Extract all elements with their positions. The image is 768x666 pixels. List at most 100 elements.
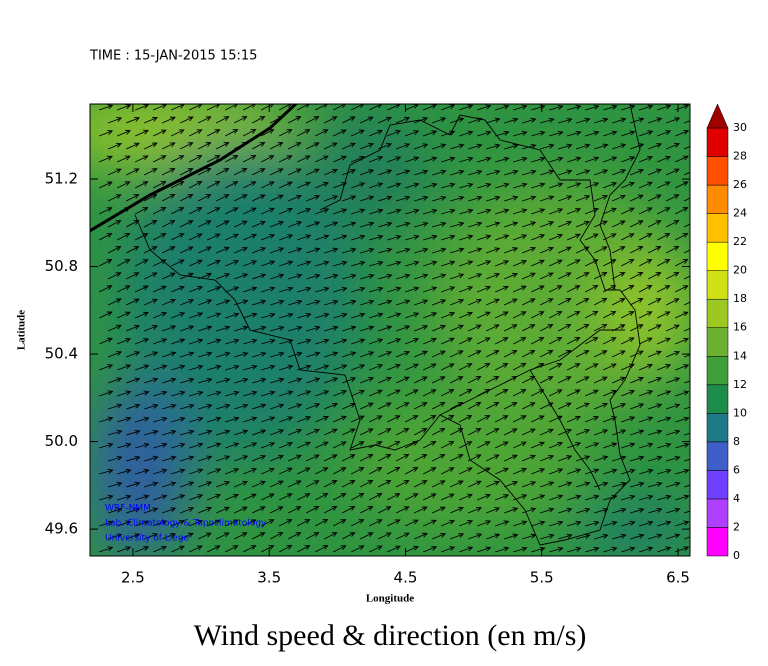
wind-arrow bbox=[206, 207, 221, 215]
wind-arrow bbox=[251, 168, 266, 176]
wind-arrow bbox=[530, 337, 545, 345]
wind-arrow bbox=[584, 311, 599, 319]
wind-arrow bbox=[117, 468, 132, 475]
wind-arrow bbox=[413, 454, 428, 462]
wind-arrow bbox=[152, 233, 167, 241]
wind-arrow bbox=[126, 403, 141, 410]
wind-arrow bbox=[180, 403, 195, 410]
wind-arrow bbox=[593, 402, 609, 410]
wind-arrow bbox=[666, 403, 681, 410]
wind-arrow bbox=[431, 480, 446, 488]
wind-arrow bbox=[413, 376, 428, 384]
wind-arrow bbox=[513, 520, 528, 527]
wind-arrow bbox=[566, 415, 581, 423]
wind-arrow bbox=[314, 519, 329, 527]
wind-arrow bbox=[332, 155, 347, 163]
wind-arrow bbox=[260, 207, 275, 215]
wind-arrow bbox=[252, 429, 267, 436]
wind-arrow bbox=[557, 402, 572, 410]
wind-arrow bbox=[629, 403, 645, 410]
wind-arrow bbox=[449, 506, 464, 514]
wind-arrow bbox=[440, 467, 455, 475]
wind-arrow bbox=[260, 104, 274, 111]
wind-arrow bbox=[332, 441, 347, 449]
wind-arrow bbox=[125, 116, 141, 124]
wind-arrow bbox=[404, 493, 419, 501]
wind-arrow bbox=[198, 455, 213, 462]
borders bbox=[134, 104, 641, 546]
wind-arrow bbox=[674, 155, 689, 163]
wind-arrow bbox=[126, 429, 141, 436]
wind-arrow bbox=[404, 467, 419, 475]
wind-arrow bbox=[557, 428, 573, 436]
wind-arrow bbox=[675, 104, 690, 111]
wind-arrow bbox=[306, 299, 321, 306]
wind-arrow bbox=[557, 298, 572, 306]
wind-arrow bbox=[368, 467, 383, 475]
wind-arrow bbox=[234, 299, 249, 306]
wind-arrow bbox=[513, 104, 528, 111]
wind-arrow bbox=[324, 325, 339, 332]
wind-arrow bbox=[242, 129, 257, 137]
wind-arrow bbox=[143, 272, 158, 280]
wind-arrow bbox=[422, 467, 437, 475]
colorbar-segment bbox=[706, 498, 729, 528]
wind-arrow bbox=[261, 312, 276, 319]
wind-arrow bbox=[261, 260, 276, 267]
wind-arrow bbox=[512, 494, 528, 501]
wind-arrow bbox=[548, 441, 564, 449]
wind-arrow bbox=[377, 402, 392, 410]
wind-arrow bbox=[657, 104, 672, 111]
wind-arrow bbox=[512, 389, 527, 397]
wind-arrow bbox=[278, 234, 294, 241]
wind-arrow bbox=[170, 207, 185, 215]
wind-arrow bbox=[666, 455, 681, 462]
wind-arrow bbox=[188, 286, 204, 293]
wind-arrow bbox=[279, 312, 294, 319]
wind-arrow bbox=[260, 129, 275, 137]
wind-arrow bbox=[620, 156, 636, 163]
wind-arrow bbox=[594, 455, 609, 462]
wind-arrow bbox=[188, 259, 203, 267]
wind-arrow bbox=[170, 155, 185, 163]
wind-arrow bbox=[261, 338, 276, 345]
wind-arrow bbox=[414, 143, 429, 150]
wind-arrow bbox=[332, 493, 347, 501]
wind-arrow bbox=[288, 273, 303, 280]
wind-arrow bbox=[360, 247, 375, 254]
wind-arrow bbox=[467, 480, 482, 488]
wind-arrow bbox=[197, 194, 212, 202]
wind-arrow bbox=[630, 117, 645, 124]
wind-arrow bbox=[584, 337, 599, 345]
wind-arrow bbox=[512, 234, 528, 241]
y-tick-label: 50.4 bbox=[45, 345, 78, 363]
wind-arrow bbox=[441, 234, 456, 241]
wind-arrow bbox=[297, 286, 312, 293]
wind-arrow bbox=[234, 377, 249, 384]
wind-arrow bbox=[369, 234, 384, 241]
wind-arrow bbox=[143, 168, 158, 176]
wind-arrow bbox=[377, 506, 392, 514]
wind-arrow bbox=[314, 129, 329, 137]
wind-arrow bbox=[99, 520, 114, 527]
wind-arrow bbox=[486, 169, 501, 176]
wind-arrow bbox=[539, 324, 554, 332]
wind-arrow bbox=[107, 272, 122, 280]
wind-arrow bbox=[224, 233, 239, 241]
wind-arrow bbox=[477, 182, 492, 189]
wind-arrow bbox=[477, 234, 492, 241]
wind-arrow bbox=[620, 181, 636, 189]
wind-arrow bbox=[387, 156, 402, 163]
x-tick-label: 3.5 bbox=[257, 569, 281, 587]
wind-arrow bbox=[612, 455, 627, 462]
wind-arrow bbox=[98, 207, 113, 215]
wind-arrow bbox=[162, 429, 177, 436]
wind-arrow bbox=[495, 130, 510, 137]
wind-arrow bbox=[314, 155, 329, 163]
wind-arrow bbox=[98, 259, 113, 267]
wind-arrow bbox=[386, 363, 402, 371]
wind-arrow bbox=[251, 532, 266, 540]
wind-arrow bbox=[305, 116, 320, 124]
wind-arrow bbox=[549, 130, 564, 137]
wind-arrow bbox=[495, 520, 510, 527]
